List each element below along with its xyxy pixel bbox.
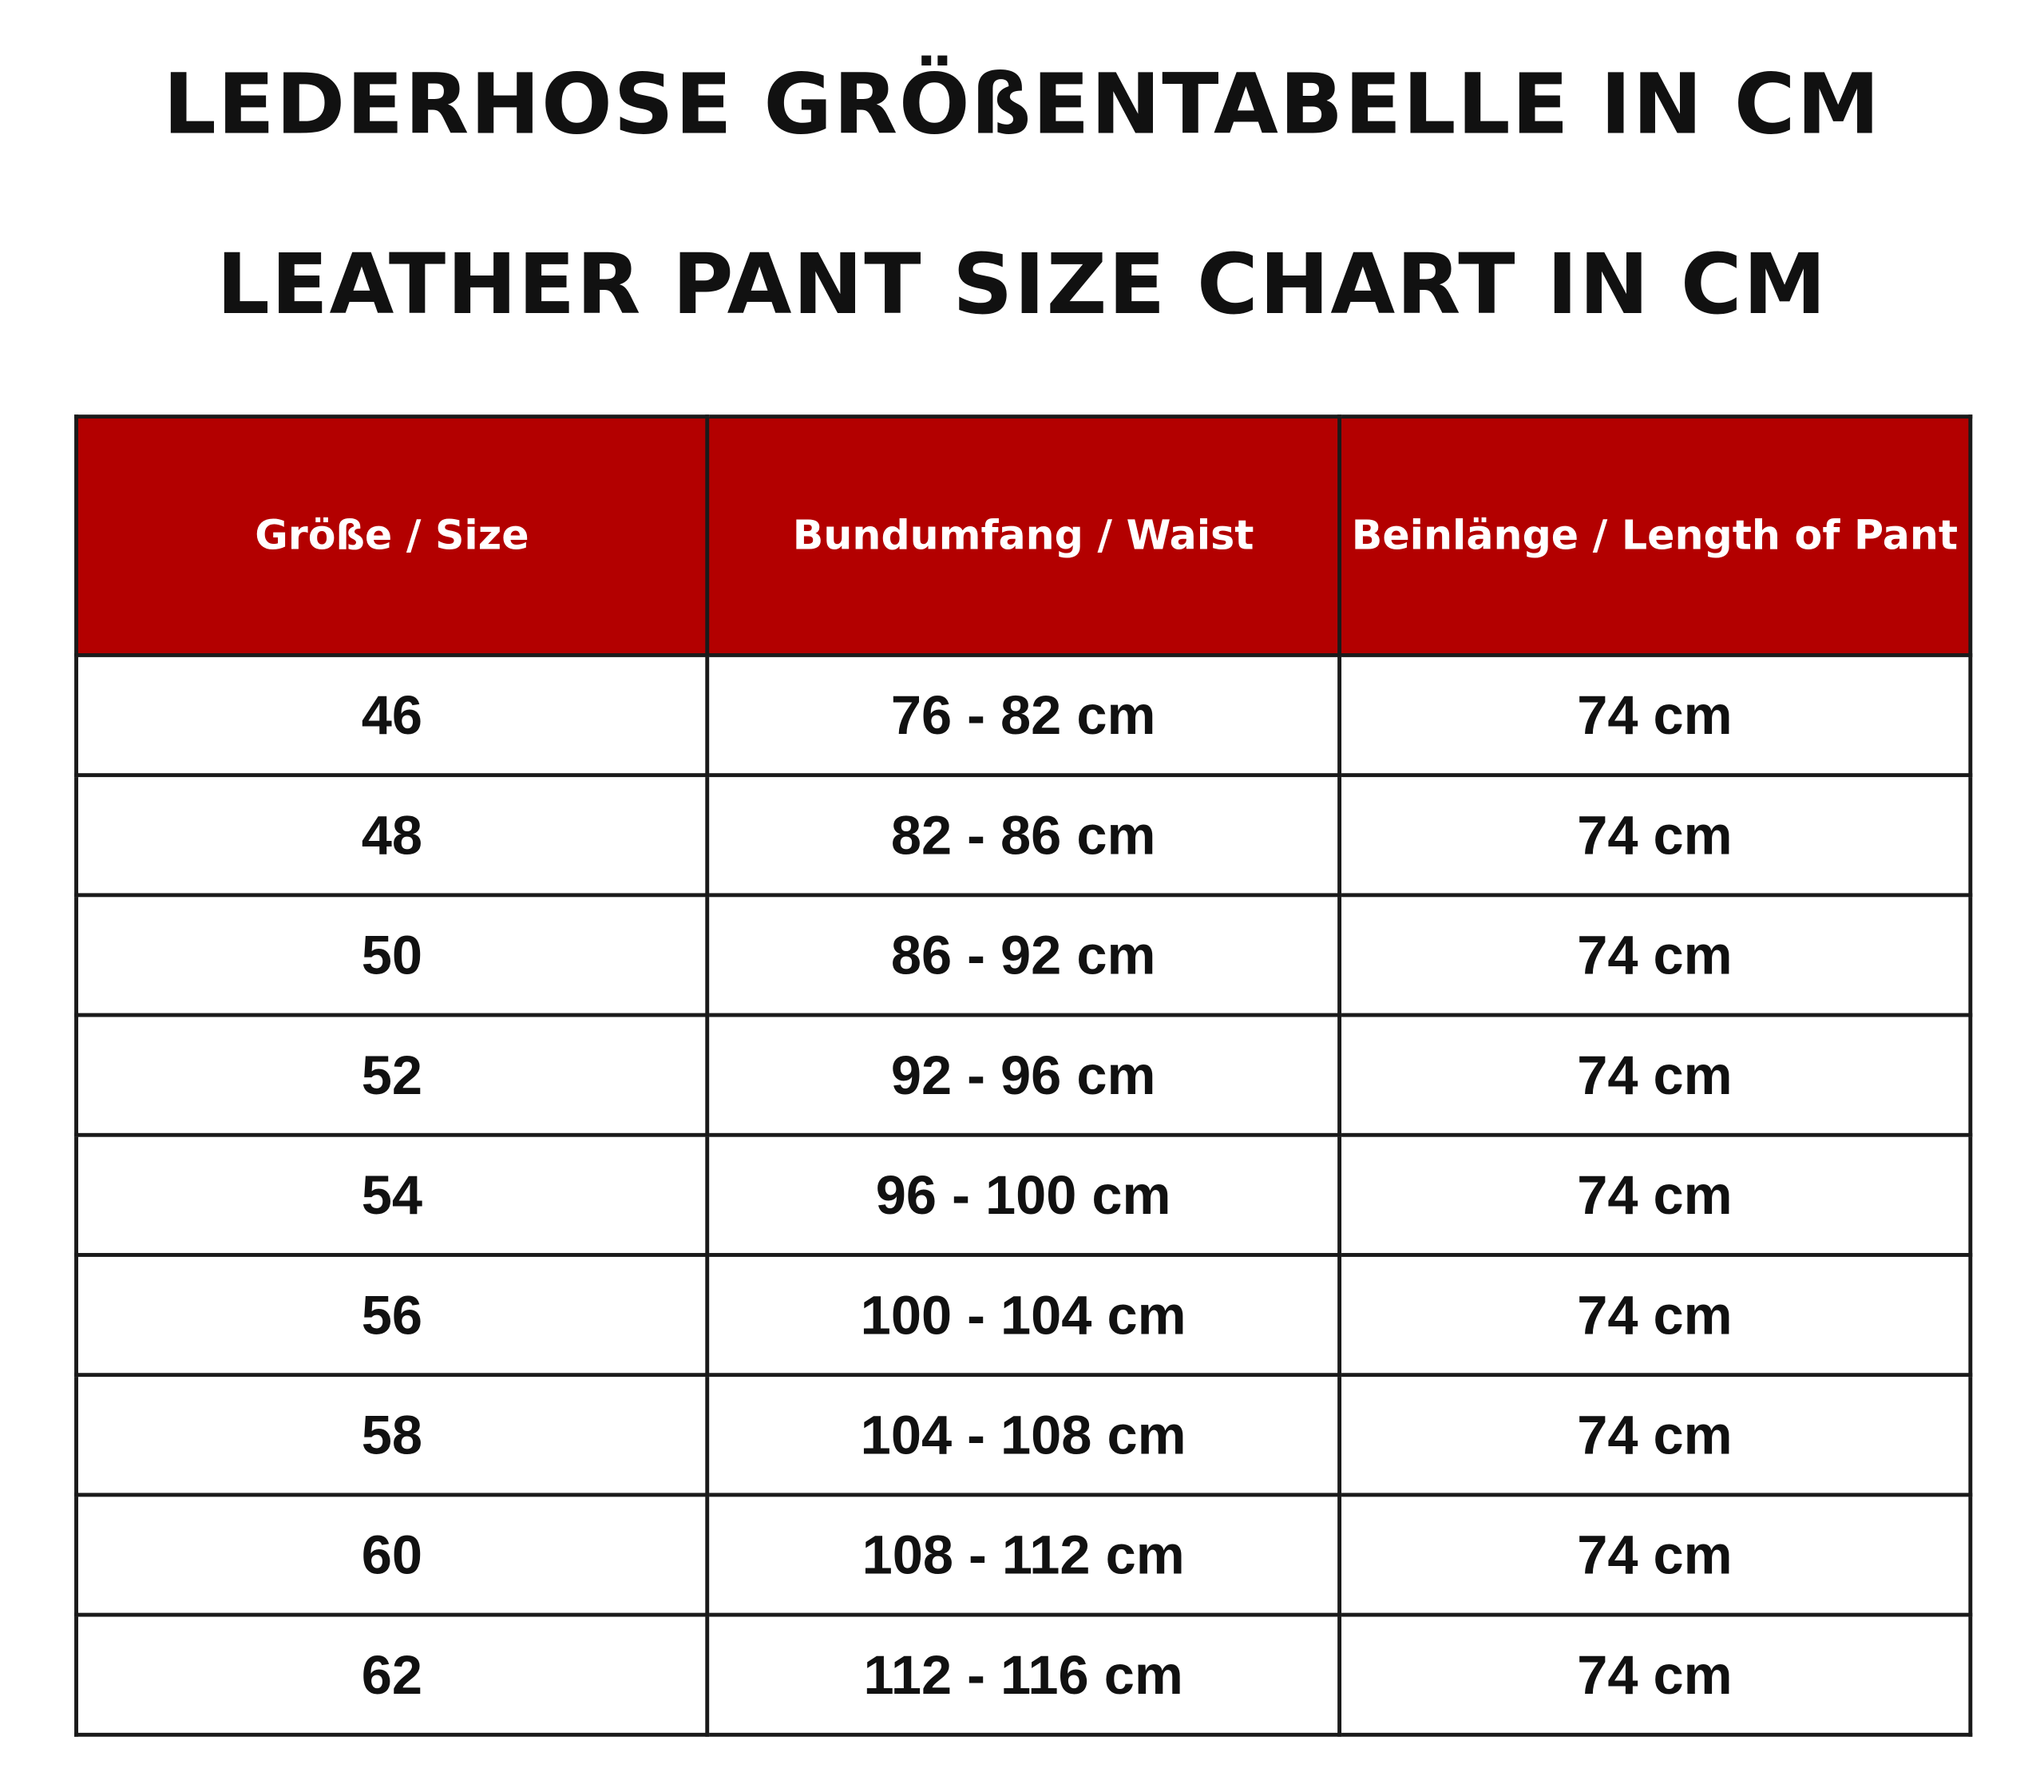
cell-waist: 82 - 86 cm	[705, 773, 1341, 898]
table-row: 54 96 - 100 cm 74 cm	[74, 1132, 1973, 1257]
cell-waist: 92 - 96 cm	[705, 1013, 1341, 1137]
table-row: 62 112 - 116 cm 74 cm	[74, 1612, 1973, 1737]
cell-waist: 104 - 108 cm	[705, 1373, 1341, 1497]
size-table: Größe / Size Bundumfang / Waist Beinläng…	[74, 414, 1973, 1737]
cell-size: 54	[74, 1132, 710, 1257]
cell-size: 48	[74, 773, 710, 898]
cell-length: 74 cm	[1337, 1253, 1973, 1378]
cell-waist: 112 - 116 cm	[705, 1612, 1341, 1737]
cell-size: 46	[74, 652, 710, 778]
table-row: 48 82 - 86 cm 74 cm	[74, 773, 1973, 898]
cell-length: 74 cm	[1337, 773, 1973, 898]
table-header-row: Größe / Size Bundumfang / Waist Beinläng…	[74, 414, 1973, 657]
cell-length: 74 cm	[1337, 1373, 1973, 1497]
cell-size: 60	[74, 1493, 710, 1617]
cell-length: 74 cm	[1337, 893, 1973, 1017]
cell-size: 56	[74, 1253, 710, 1378]
title-english: LEATHER PANT SIZE CHART IN CM	[216, 237, 1828, 334]
cell-length: 74 cm	[1337, 1493, 1973, 1617]
header-waist: Bundumfang / Waist	[705, 414, 1341, 657]
table-row: 46 76 - 82 cm 74 cm	[74, 652, 1973, 778]
cell-size: 58	[74, 1373, 710, 1497]
cell-size: 62	[74, 1612, 710, 1737]
cell-waist: 76 - 82 cm	[705, 652, 1341, 778]
table-row: 56 100 - 104 cm 74 cm	[74, 1253, 1973, 1378]
cell-waist: 100 - 104 cm	[705, 1253, 1341, 1378]
header-size: Größe / Size	[74, 414, 710, 657]
title-german: LEDERHOSE GRÖßENTABELLE IN CM	[163, 57, 1881, 154]
cell-length: 74 cm	[1337, 1132, 1973, 1257]
cell-length: 74 cm	[1337, 1612, 1973, 1737]
table-row: 58 104 - 108 cm 74 cm	[74, 1373, 1973, 1497]
cell-waist: 108 - 112 cm	[705, 1493, 1341, 1617]
cell-waist: 96 - 100 cm	[705, 1132, 1341, 1257]
table-row: 60 108 - 112 cm 74 cm	[74, 1493, 1973, 1617]
table-row: 50 86 - 92 cm 74 cm	[74, 893, 1973, 1017]
cell-waist: 86 - 92 cm	[705, 893, 1341, 1017]
cell-length: 74 cm	[1337, 1013, 1973, 1137]
table-row: 52 92 - 96 cm 74 cm	[74, 1013, 1973, 1137]
cell-size: 52	[74, 1013, 710, 1137]
cell-size: 50	[74, 893, 710, 1017]
header-length: Beinlänge / Length of Pant	[1337, 414, 1973, 657]
cell-length: 74 cm	[1337, 652, 1973, 778]
